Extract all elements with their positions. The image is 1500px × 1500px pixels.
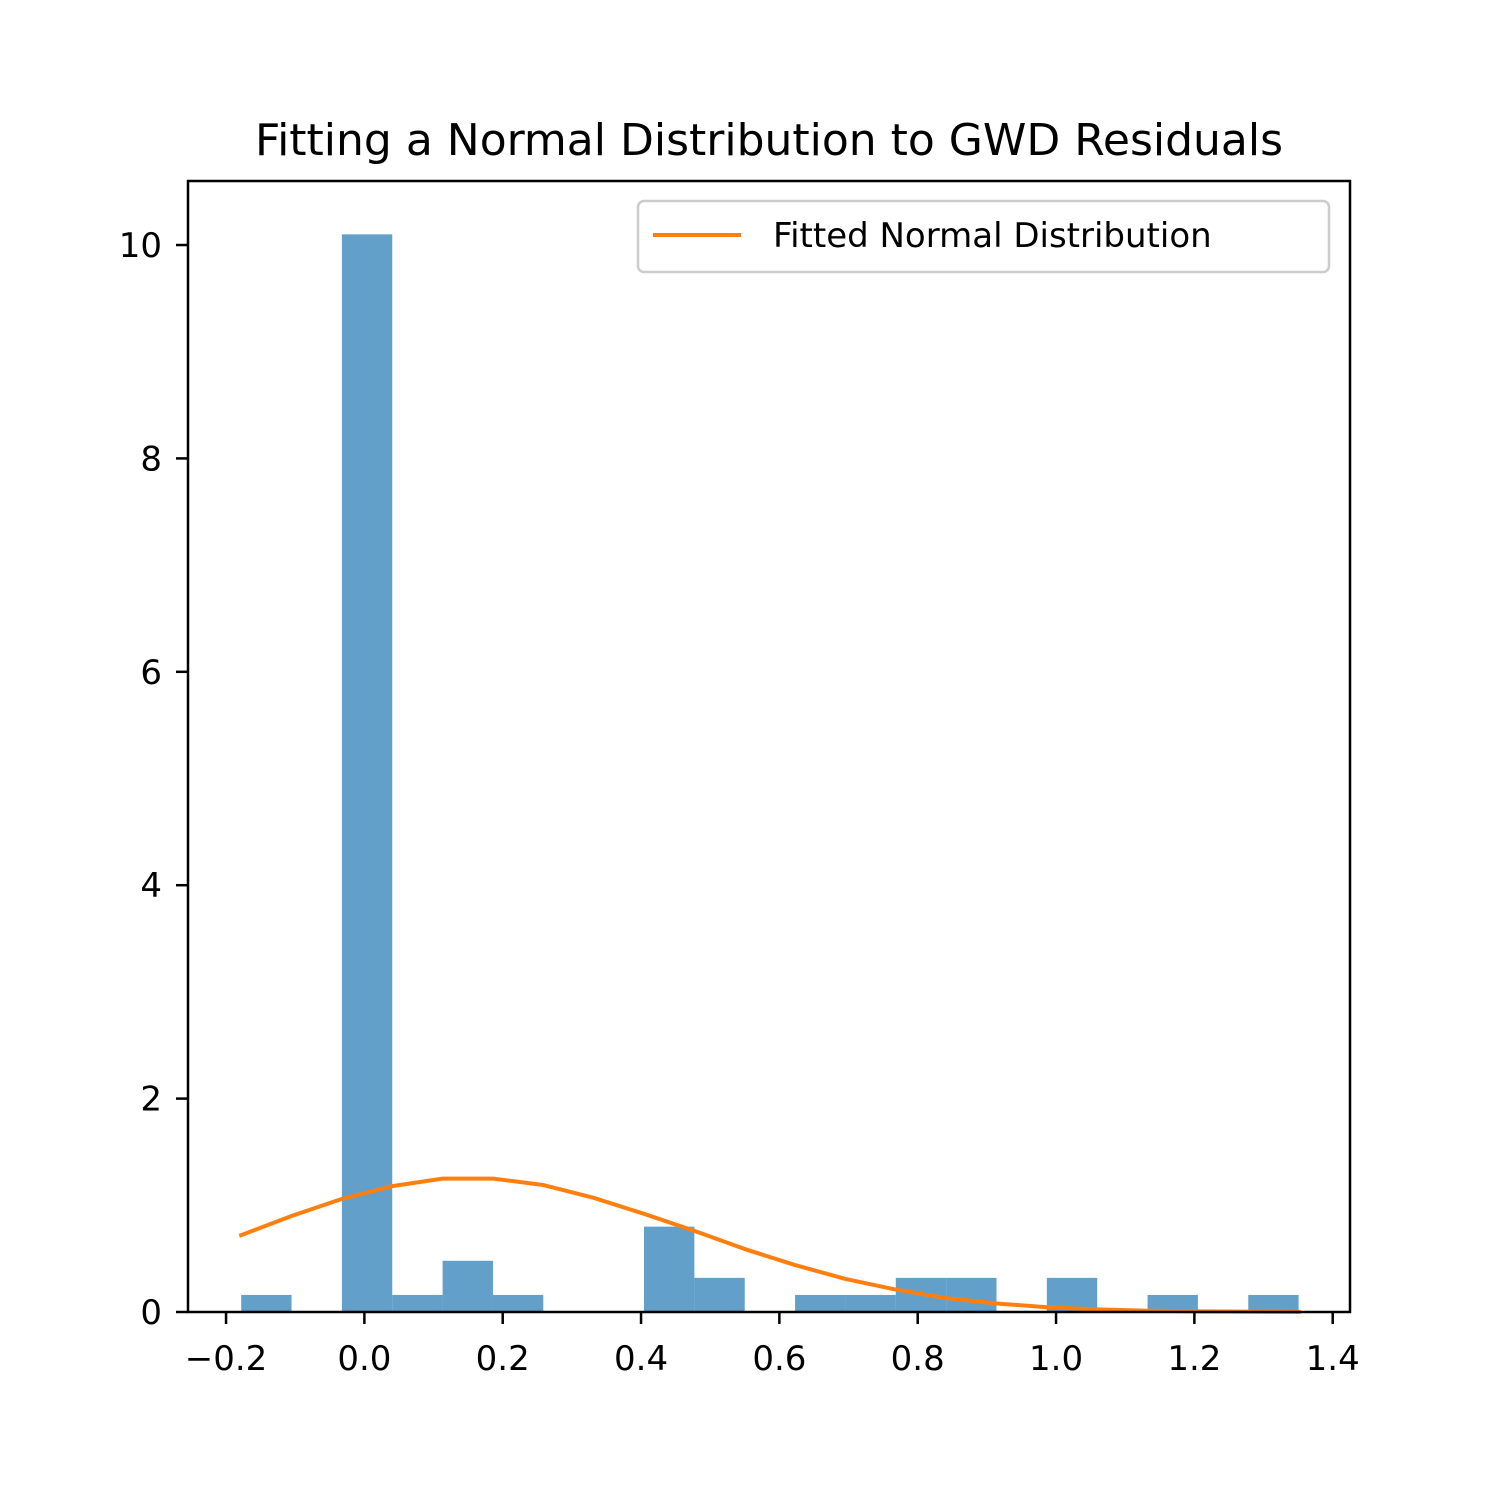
y-tick-label: 10 bbox=[119, 226, 162, 266]
histogram-bar bbox=[795, 1294, 846, 1312]
x-tick-label: −0.2 bbox=[185, 1339, 268, 1379]
histogram-bars bbox=[241, 234, 1299, 1312]
y-axis: 0 2 4 6 8 10 bbox=[119, 226, 188, 1333]
histogram-bar bbox=[1147, 1294, 1198, 1312]
fitted-normal-curve bbox=[238, 1176, 1301, 1314]
x-tick-label: 0.6 bbox=[752, 1339, 806, 1379]
legend-box bbox=[636, 199, 1331, 274]
y-tick-label: 0 bbox=[140, 1293, 162, 1333]
y-tick-label: 8 bbox=[140, 439, 162, 479]
histogram-bar bbox=[946, 1277, 997, 1312]
x-tick-label: 1.2 bbox=[1167, 1339, 1221, 1379]
legend: Fitted Normal Distribution bbox=[636, 199, 1331, 274]
histogram-bar bbox=[341, 234, 393, 1312]
fitted-curve-group bbox=[238, 1176, 1301, 1314]
histogram-bar bbox=[442, 1260, 493, 1312]
histogram-bar bbox=[845, 1294, 896, 1312]
legend-label: Fitted Normal Distribution bbox=[773, 216, 1212, 256]
x-tick-label: 1.0 bbox=[1029, 1339, 1083, 1379]
x-tick-label: 0.8 bbox=[891, 1339, 945, 1379]
histogram-bar bbox=[694, 1277, 745, 1312]
x-tick-label: 0.2 bbox=[476, 1339, 530, 1379]
x-tick-label: 0.4 bbox=[614, 1339, 668, 1379]
histogram-bar bbox=[241, 1294, 292, 1312]
chart-title: Fitting a Normal Distribution to GWD Res… bbox=[255, 115, 1283, 166]
y-tick-label: 2 bbox=[140, 1080, 162, 1120]
y-tick-label: 6 bbox=[140, 653, 162, 693]
histogram-bar bbox=[392, 1294, 443, 1312]
y-tick-label: 4 bbox=[140, 866, 162, 906]
histogram-bar bbox=[1248, 1294, 1299, 1312]
histogram-bar bbox=[644, 1226, 695, 1312]
x-tick-label: 1.4 bbox=[1306, 1339, 1360, 1379]
x-tick-label: 0.0 bbox=[337, 1339, 391, 1379]
plot-frame bbox=[186, 179, 1352, 1314]
x-axis: −0.2 0.0 0.2 0.4 0.6 0.8 1.0 1.2 1.4 bbox=[185, 1312, 1360, 1379]
histogram-bar bbox=[492, 1294, 544, 1312]
